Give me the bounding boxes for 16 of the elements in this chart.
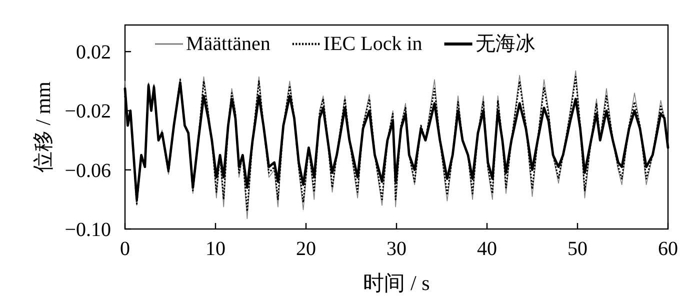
legend-label: IEC Lock in xyxy=(323,33,422,55)
x-axis-title: 时间 / s xyxy=(363,271,430,295)
legend-label: 无海冰 xyxy=(475,33,536,55)
x-tick-label: 50 xyxy=(568,238,588,260)
legend-label: Määttänen xyxy=(186,33,270,55)
x-tick-label: 40 xyxy=(477,238,497,260)
y-tick-label: −0.02 xyxy=(64,100,111,123)
x-tick-label: 10 xyxy=(206,238,226,260)
y-tick-label: −0.06 xyxy=(64,160,111,182)
x-tick-label: 20 xyxy=(296,238,316,260)
y-tick-label: −0.10 xyxy=(64,219,111,241)
y-axis-title: 位移 / mm xyxy=(31,81,55,173)
x-tick-label: 30 xyxy=(386,238,406,260)
x-tick-label: 0 xyxy=(120,238,130,260)
x-tick-label: 60 xyxy=(658,238,678,260)
y-tick-label: 0.02 xyxy=(76,42,111,64)
